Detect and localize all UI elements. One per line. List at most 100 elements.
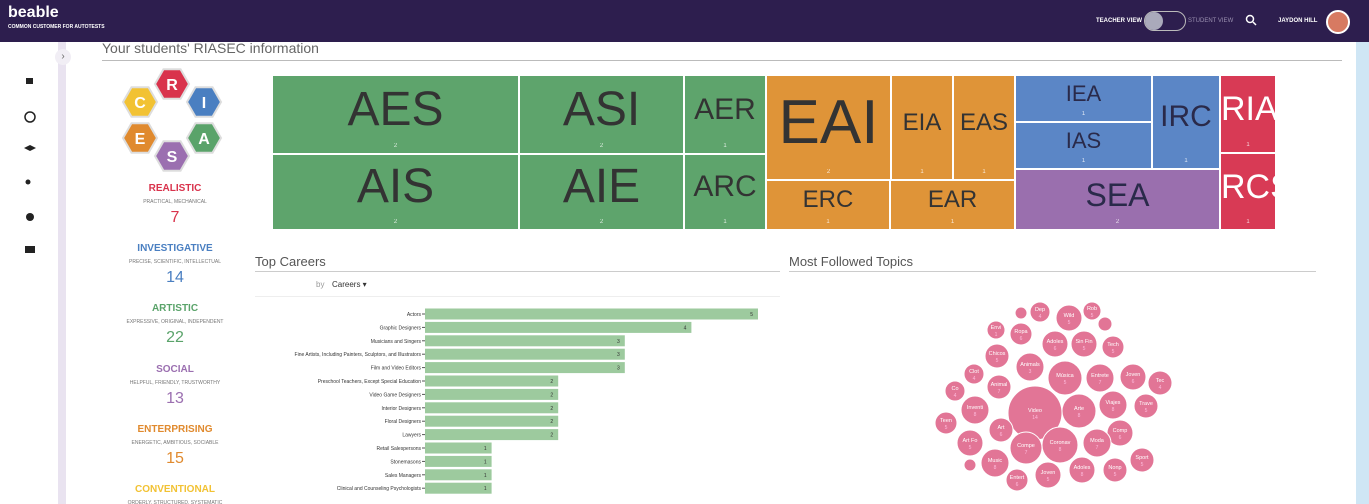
topic-value: 5: [1083, 346, 1086, 352]
tile-label: IRC: [1153, 102, 1219, 132]
topic-value: 5: [1091, 313, 1094, 319]
tile-count: 1: [1221, 142, 1275, 148]
topic-label: Envi: [991, 325, 1002, 331]
topic-value: 5: [996, 358, 999, 364]
divider: [789, 271, 1316, 272]
topic-label: Entrete: [1091, 373, 1109, 379]
topic-label: Coronav: [1050, 440, 1071, 446]
topic-value: 4: [973, 376, 976, 382]
topic-value: 8: [974, 412, 977, 418]
topic-value: 5: [1141, 462, 1144, 468]
bar: [425, 389, 558, 400]
riasec-name: INVESTIGATIVE: [102, 243, 248, 254]
topic-value: 5: [1047, 477, 1050, 483]
topic-value: 5: [1145, 408, 1148, 414]
topic-value: 7: [998, 389, 1001, 395]
treemap-tile: IEA1: [1015, 75, 1152, 122]
topic-label: Moda: [1090, 438, 1105, 444]
student-view[interactable]: STUDENT VIEW: [1188, 18, 1233, 24]
teacher-view[interactable]: TEACHER VIEW: [1096, 18, 1142, 24]
treemap-tile: SEA2: [1015, 169, 1220, 230]
bar-category-label: Lawyers: [402, 433, 421, 439]
bar-value-label: 1: [484, 486, 487, 492]
toggle-knob: [1145, 12, 1163, 30]
riasec-description: ENERGETIC, AMBITIOUS, SOCIABLE: [102, 440, 248, 446]
topic-value: 8: [994, 465, 997, 471]
topic-label: Adoles: [1047, 339, 1064, 345]
topic-value: 6: [1000, 432, 1003, 438]
bar-value-label: 3: [617, 366, 620, 372]
user-name[interactable]: JAYDON HILL: [1278, 18, 1317, 24]
topic-value: 7: [1025, 450, 1028, 456]
topic-label: Arte: [1074, 406, 1084, 412]
topic-value: 3: [1029, 369, 1032, 375]
treemap-tile: RCS 1: [1220, 153, 1276, 230]
topic-label: Video: [1028, 408, 1042, 414]
topic-value: 7: [1096, 445, 1099, 451]
topic-label: Rob: [1087, 306, 1097, 312]
riasec-name: CONVENTIONAL: [102, 484, 248, 495]
topic-value: 7: [1099, 380, 1102, 386]
riasec-description: HELPFUL, FRIENDLY, TRUSTWORTHY: [102, 380, 248, 386]
bar-value-label: 3: [617, 339, 620, 345]
bar: [425, 416, 558, 427]
tile-count: 1: [1016, 158, 1151, 164]
topic-value: 14: [1032, 415, 1038, 421]
avatar[interactable]: [1326, 10, 1350, 34]
topic-label: Compe: [1017, 443, 1035, 449]
bar-category-label: Floral Designers: [385, 419, 422, 425]
riasec-count: 13: [102, 390, 248, 408]
bar: [425, 362, 625, 373]
topic-value: 5: [1114, 472, 1117, 478]
tile-label: EIA: [892, 111, 952, 135]
tile-label: IEA: [1016, 83, 1151, 105]
bar: [425, 469, 492, 480]
riasec-count: 7: [102, 209, 248, 227]
topic-label: Wild: [1064, 313, 1075, 319]
topic-value: 5: [1064, 380, 1067, 386]
topic-label: Tech: [1107, 342, 1119, 348]
bar-value-label: 3: [617, 352, 620, 358]
topic-bubble: [1098, 317, 1112, 331]
topic-label: Art: [997, 425, 1005, 431]
bar-category-label: Actors: [407, 312, 422, 318]
riasec-name: REALISTIC: [102, 183, 248, 194]
topic-value: 5: [1112, 349, 1115, 355]
search-icon[interactable]: [1245, 14, 1257, 26]
bar: [425, 309, 758, 320]
riasec-description: PRECISE, SCIENTIFIC, INTELLECTUAL: [102, 259, 248, 265]
treemap-tile: RIA 1: [1220, 75, 1276, 153]
bar: [425, 456, 492, 467]
topic-label: Tec: [1156, 378, 1165, 384]
topic-label: Dep: [1035, 307, 1045, 313]
topic-label: Viajes: [1106, 400, 1121, 406]
topic-label: Nonp: [1108, 465, 1121, 471]
bar-category-label: Musicians and Singers: [371, 339, 422, 345]
bar-category-label: Fine Artists, Including Painters, Sculpt…: [295, 352, 422, 358]
riasec-count: 14: [102, 269, 248, 287]
bar: [425, 443, 492, 454]
tile-label: RCS: [1221, 170, 1275, 204]
topic-label: Inventi: [967, 405, 983, 411]
topic-label: Sport: [1135, 455, 1149, 461]
topic-label: Joven: [1041, 470, 1056, 476]
topic-label: Animal: [991, 382, 1008, 388]
topic-value: 4: [1159, 385, 1162, 391]
view-toggle[interactable]: [1144, 11, 1186, 31]
tile-label: RIA: [1221, 92, 1275, 126]
treemap-tile: EAR1: [890, 180, 1015, 230]
bar-value-label: 5: [750, 312, 753, 318]
treemap-tile: IRC 1: [1152, 75, 1220, 169]
tile-count: 1: [1221, 219, 1275, 225]
topic-label: Teen: [940, 418, 952, 424]
tile-label: EAS: [954, 111, 1014, 135]
bar-value-label: 2: [550, 433, 553, 439]
bar: [425, 483, 492, 494]
tile-count: 1: [1153, 158, 1219, 164]
topic-label: Chicos: [989, 351, 1006, 357]
tile-count: 1: [891, 219, 1014, 225]
topic-value: 5: [969, 445, 972, 451]
riasec-description: PRACTICAL, MECHANICAL: [102, 199, 248, 205]
tile-label: IAS: [1016, 130, 1151, 152]
